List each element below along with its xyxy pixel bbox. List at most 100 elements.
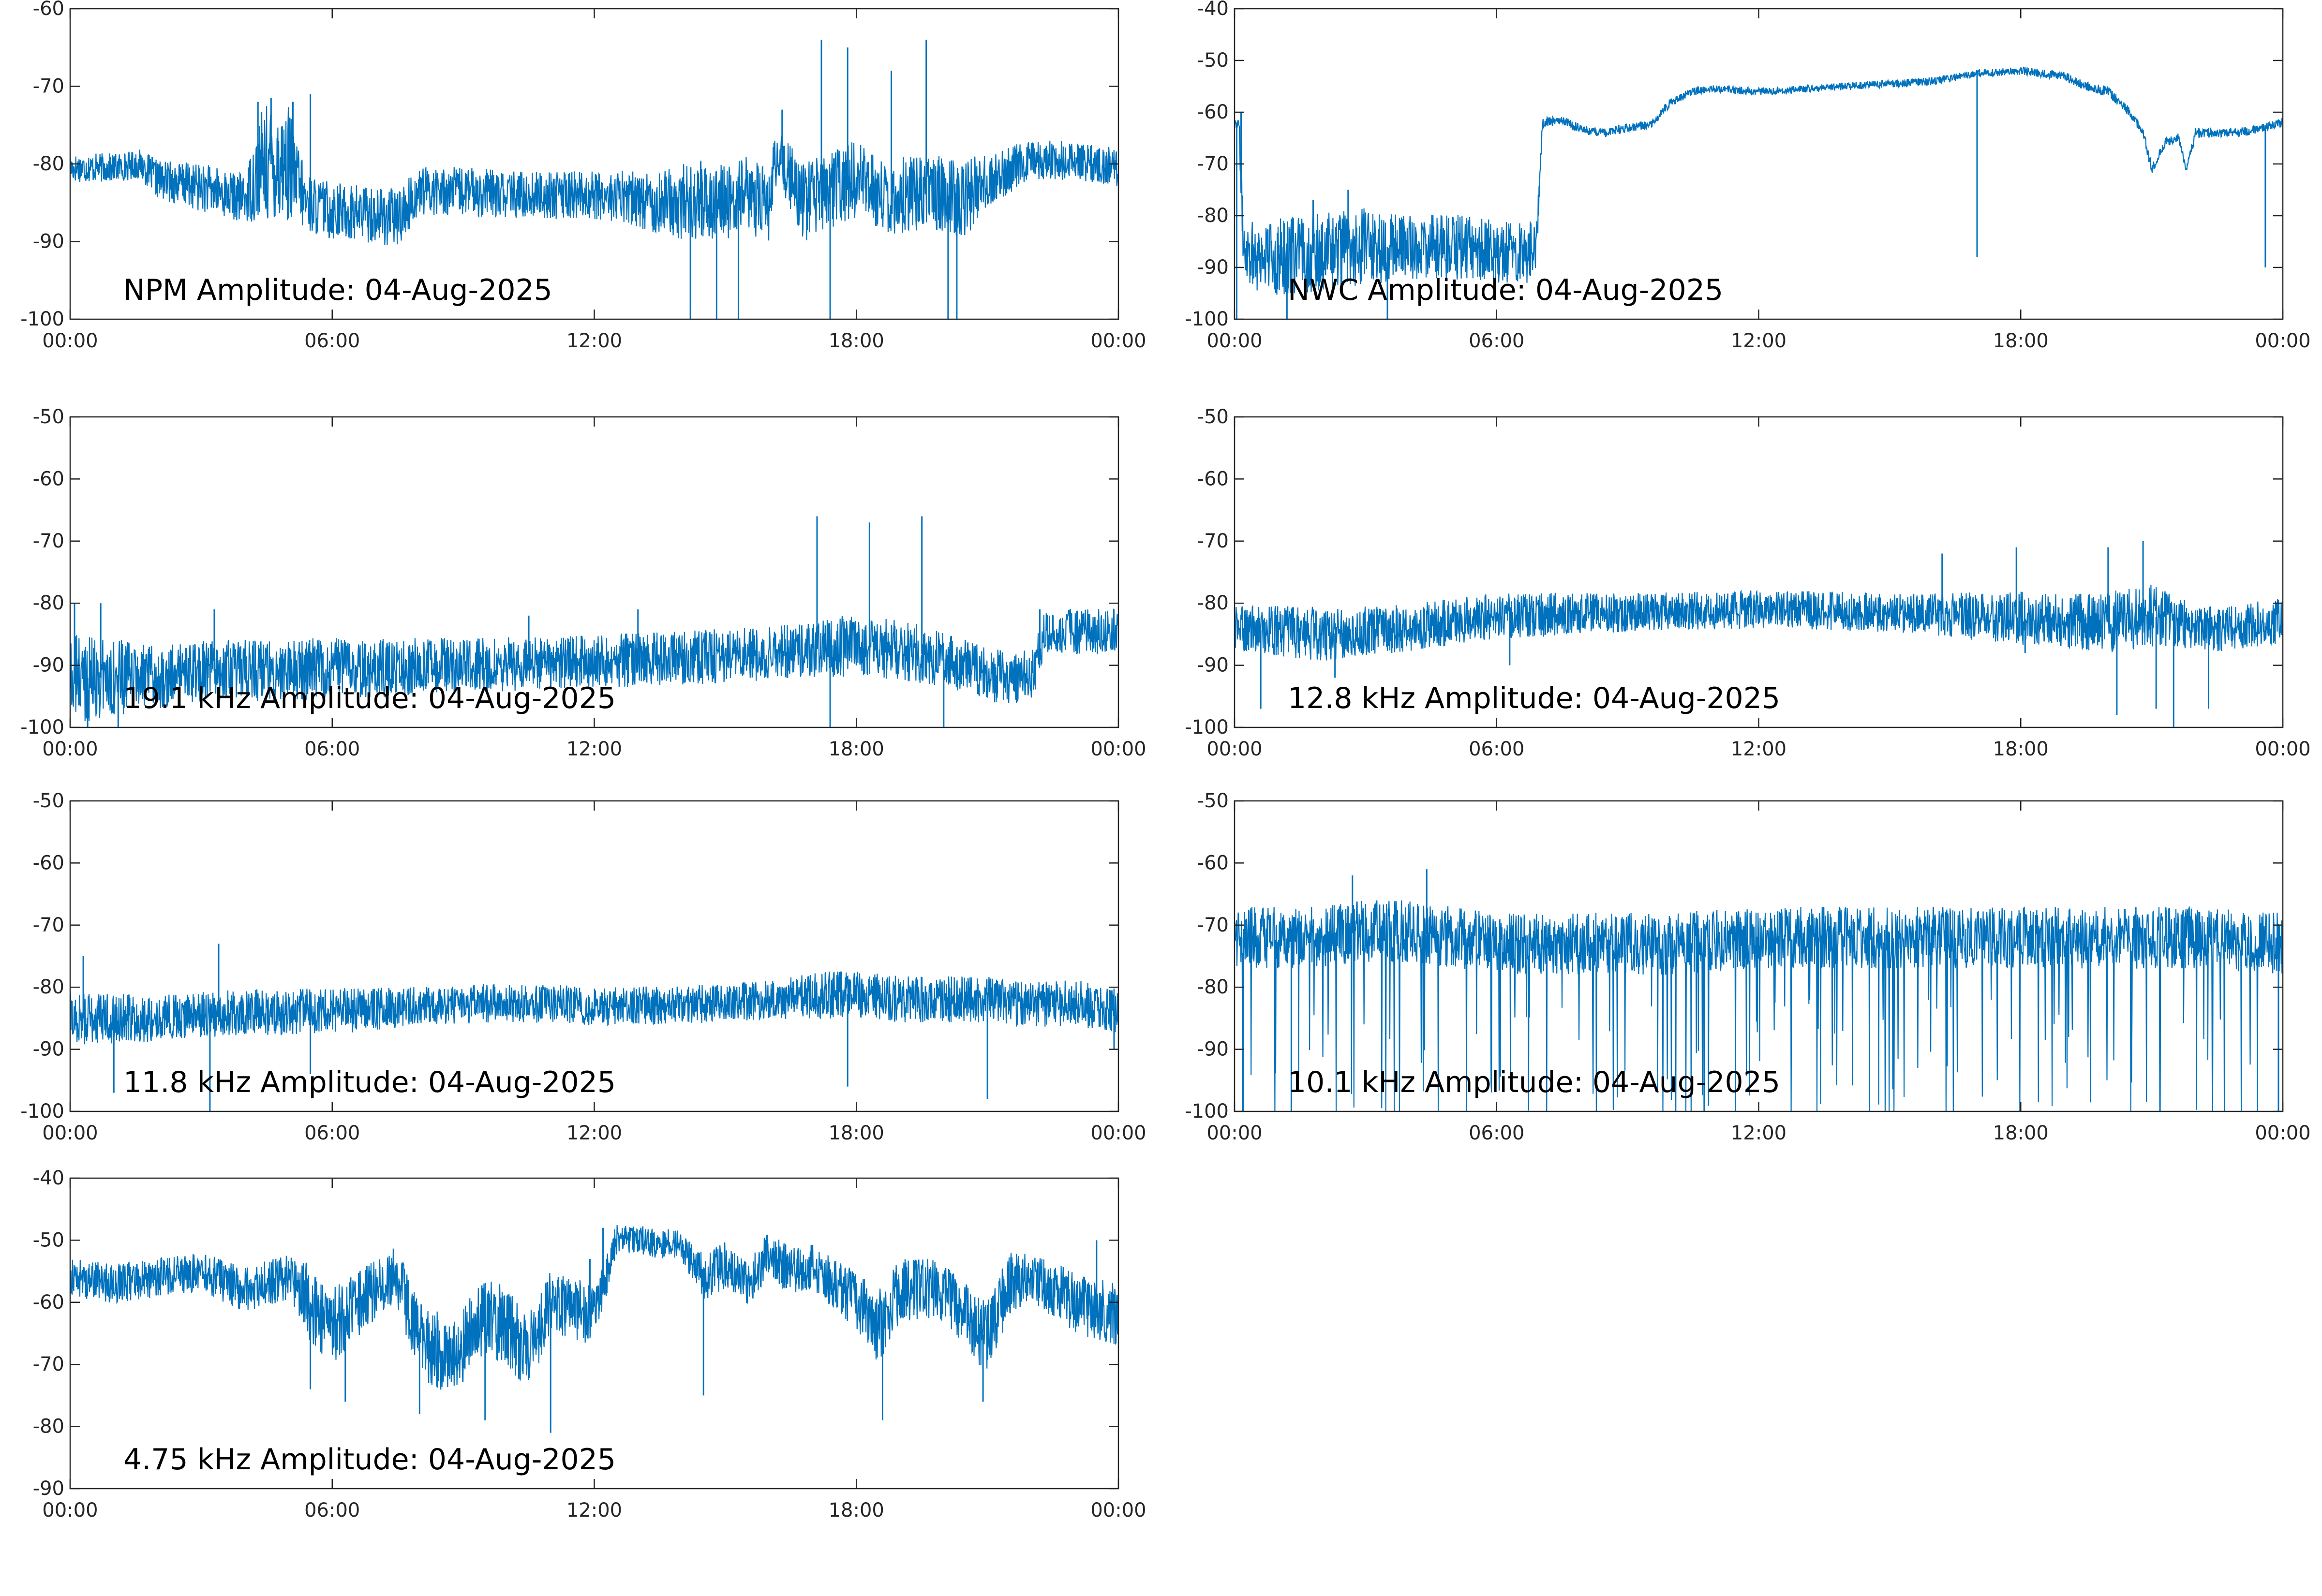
y-tick-label: -50: [33, 406, 64, 428]
x-tick-label: 06:00: [1469, 738, 1524, 760]
x-tick-label: 00:00: [1090, 330, 1146, 352]
y-tick-label: -80: [33, 153, 64, 175]
x-tick-label: 00:00: [1090, 1122, 1146, 1144]
y-tick-label: -70: [1197, 914, 1229, 936]
x-tick-label: 06:00: [304, 1122, 360, 1144]
x-tick-label: 18:00: [829, 1122, 884, 1144]
x-tick-label: 12:00: [566, 1499, 622, 1522]
y-tick-label: -100: [1185, 716, 1229, 739]
y-tick-label: -70: [1197, 153, 1229, 175]
y-tick-label: -80: [1197, 205, 1229, 227]
y-tick-label: -90: [33, 654, 64, 677]
chart-title: 19.1 kHz Amplitude: 04-Aug-2025: [123, 681, 616, 715]
x-tick-label: 12:00: [566, 1122, 622, 1144]
y-tick-label: -80: [1197, 976, 1229, 998]
y-tick-label: -40: [33, 1167, 64, 1189]
y-tick-label: -90: [1197, 1038, 1229, 1061]
x-tick-label: 00:00: [1090, 738, 1146, 760]
y-tick-label: -100: [1185, 1100, 1229, 1123]
chart-title: 4.75 kHz Amplitude: 04-Aug-2025: [123, 1443, 616, 1477]
x-tick-label: 12:00: [1731, 1122, 1786, 1144]
y-tick-label: -60: [33, 1291, 64, 1314]
x-tick-label: 12:00: [566, 330, 622, 352]
x-tick-label: 06:00: [1469, 1122, 1524, 1144]
y-tick-label: -60: [1197, 101, 1229, 123]
amplitude-series-line: [70, 608, 1118, 722]
x-tick-label: 12:00: [566, 738, 622, 760]
x-tick-label: 18:00: [829, 1499, 884, 1522]
chart-panel: -100 -90 -80 -70 -60 -50 00:00 06:00 12:00 18:00 0…: [20, 406, 1146, 760]
y-tick-label: -70: [1197, 530, 1229, 552]
x-tick-label: 18:00: [829, 738, 884, 760]
y-tick-label: -60: [33, 468, 64, 490]
x-tick-label: 00:00: [42, 1499, 98, 1522]
y-tick-label: -90: [33, 1478, 64, 1500]
y-tick-label: -40: [1197, 0, 1229, 20]
amplitude-series-line: [70, 106, 1118, 245]
x-tick-label: 00:00: [42, 1122, 98, 1144]
amplitude-series-line: [1235, 66, 2283, 295]
y-tick-label: -90: [1197, 654, 1229, 677]
y-tick-label: -70: [33, 1353, 64, 1375]
chart-panel: -100 -90 -80 -70 -60 -50 -40 00:00 06:00 12:00 18:…: [1185, 0, 2310, 352]
y-tick-label: -100: [20, 1100, 64, 1123]
x-tick-label: 00:00: [1090, 1499, 1146, 1522]
y-tick-label: -70: [33, 914, 64, 936]
x-tick-label: 18:00: [1993, 330, 2049, 352]
y-tick-label: -90: [33, 1038, 64, 1061]
chart-panel: -100 -90 -80 -70 -60 -50 00:00 06:00 12:00 18:00 0…: [20, 790, 1146, 1144]
chart-panels: -100 -90 -80 -70 -60 00:00 06:00 12:00 18:00 00:0…: [20, 0, 2310, 1522]
x-tick-label: 06:00: [304, 330, 360, 352]
chart-title: NPM Amplitude: 04-Aug-2025: [123, 273, 552, 307]
y-tick-label: -90: [1197, 256, 1229, 279]
chart-title: 10.1 kHz Amplitude: 04-Aug-2025: [1288, 1065, 1780, 1099]
chart-title: 12.8 kHz Amplitude: 04-Aug-2025: [1288, 681, 1780, 715]
x-tick-label: 00:00: [42, 738, 98, 760]
y-tick-label: -60: [33, 852, 64, 874]
y-tick-label: -100: [20, 716, 64, 739]
y-tick-label: -80: [33, 1416, 64, 1438]
x-tick-label: 00:00: [42, 330, 98, 352]
y-tick-label: -50: [1197, 49, 1229, 72]
amplitude-series-line: [70, 1225, 1118, 1390]
y-tick-label: -50: [33, 790, 64, 812]
y-tick-label: -100: [20, 308, 64, 330]
x-tick-label: 12:00: [1731, 738, 1786, 760]
chart-panel: -90 -80 -70 -60 -50 -40 00:00 06:00 12:00 18:00 00…: [33, 1167, 1146, 1522]
x-tick-label: 12:00: [1731, 330, 1786, 352]
y-tick-label: -60: [1197, 468, 1229, 490]
x-tick-label: 00:00: [1206, 1122, 1262, 1144]
y-tick-label: -60: [1197, 852, 1229, 874]
x-tick-label: 06:00: [304, 1499, 360, 1522]
x-tick-label: 00:00: [2255, 738, 2310, 760]
amplitude-series-line: [70, 970, 1118, 1045]
y-tick-label: -90: [33, 231, 64, 253]
x-tick-label: 06:00: [1469, 330, 1524, 352]
amplitude-series-line: [1235, 900, 2283, 1111]
x-tick-label: 18:00: [829, 330, 884, 352]
x-tick-label: 06:00: [304, 738, 360, 760]
y-tick-label: -80: [33, 976, 64, 998]
y-tick-label: -70: [33, 75, 64, 98]
chart-title: NWC Amplitude: 04-Aug-2025: [1288, 273, 1723, 307]
y-tick-label: -70: [33, 530, 64, 552]
y-tick-label: -80: [33, 592, 64, 614]
y-tick-label: -50: [1197, 790, 1229, 812]
y-tick-label: -50: [1197, 406, 1229, 428]
x-tick-label: 00:00: [1206, 330, 1262, 352]
chart-panel: -100 -90 -80 -70 -60 -50 00:00 06:00 12:00 18:00 0…: [1185, 790, 2310, 1144]
y-tick-label: -50: [33, 1229, 64, 1251]
x-tick-label: 18:00: [1993, 1122, 2049, 1144]
x-tick-label: 00:00: [1206, 738, 1262, 760]
chart-panel: -100 -90 -80 -70 -60 -50 00:00 06:00 12:00 18:00 0…: [1185, 406, 2310, 760]
x-tick-label: 00:00: [2255, 1122, 2310, 1144]
x-tick-label: 18:00: [1993, 738, 2049, 760]
y-tick-label: -60: [33, 0, 64, 20]
chart-title: 11.8 kHz Amplitude: 04-Aug-2025: [123, 1065, 616, 1099]
x-tick-label: 00:00: [2255, 330, 2310, 352]
y-tick-label: -80: [1197, 592, 1229, 614]
y-tick-label: -100: [1185, 308, 1229, 330]
chart-panel: -100 -90 -80 -70 -60 00:00 06:00 12:00 18:00 00:0…: [20, 0, 1146, 352]
